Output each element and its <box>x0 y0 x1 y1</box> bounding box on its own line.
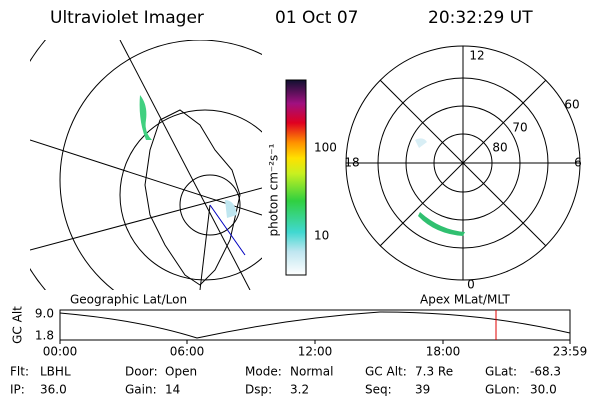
lat-label: 80 <box>492 141 507 155</box>
colorbar-tick: 10 <box>314 229 329 243</box>
info-label: Gain: <box>125 383 157 397</box>
mlt-label: 12 <box>469 49 484 63</box>
info-value: LBHL <box>40 365 71 379</box>
time: 20:32:29 UT <box>428 8 533 28</box>
title: Ultraviolet Imager <box>50 8 204 28</box>
info-value: 30.0 <box>530 383 557 397</box>
strip-ylabel: GC Alt <box>11 306 25 344</box>
info-label: IP: <box>10 383 25 397</box>
panel-label: Apex MLat/MLT <box>420 293 510 307</box>
mlt-label: 18 <box>344 156 359 170</box>
mlt-label: 6 <box>574 156 582 170</box>
info-value: Open <box>165 365 197 379</box>
info-value: 14 <box>165 383 180 397</box>
info-label: Mode: <box>245 365 282 379</box>
strip-ytick: 1.8 <box>35 329 54 343</box>
colorbar-tick: 100 <box>314 141 337 155</box>
info-label: GLat: <box>485 365 517 379</box>
strip-xtick: 00:00 <box>43 345 78 359</box>
info-value: -68.3 <box>530 365 561 379</box>
info-value: Normal <box>290 365 333 379</box>
mlt-label: 0 <box>467 278 475 292</box>
colorbar <box>285 79 307 276</box>
strip-xtick: 06:00 <box>170 345 205 359</box>
info-value: 36.0 <box>40 383 67 397</box>
info-label: Seq: <box>365 383 392 397</box>
info-label: Door: <box>125 365 158 379</box>
info-label: Flt: <box>10 365 29 379</box>
colorbar-label: photon cm⁻²s⁻¹ <box>267 143 281 236</box>
lat-label: 60 <box>564 98 579 112</box>
lat-label: 70 <box>512 121 527 135</box>
strip-xtick: 12:00 <box>298 345 333 359</box>
info-value: 39 <box>415 383 430 397</box>
info-value: 7.3 Re <box>415 365 453 379</box>
polar-plot <box>345 45 581 281</box>
strip-xtick: 23:59 <box>553 345 588 359</box>
info-value: 3.2 <box>290 383 309 397</box>
info-label: GC Alt: <box>365 365 407 379</box>
panel-label: Geographic Lat/Lon <box>70 293 187 307</box>
strip-xtick: 18:00 <box>426 345 461 359</box>
strip-ytick: 9.0 <box>35 307 54 321</box>
geographic-map <box>30 40 262 290</box>
info-label: Dsp: <box>245 383 272 397</box>
info-label: GLon: <box>485 383 520 397</box>
date: 01 Oct 07 <box>275 8 358 28</box>
altitude-strip <box>59 309 571 341</box>
